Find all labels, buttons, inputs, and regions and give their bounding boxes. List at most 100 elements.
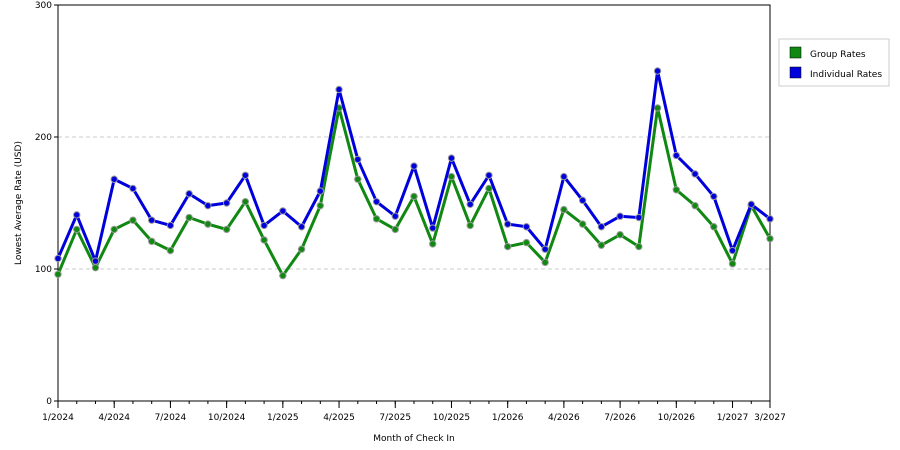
data-point-group-rates <box>410 192 418 201</box>
data-point-individual-rates <box>522 223 531 231</box>
data-point-group-rates <box>691 201 699 210</box>
x-tick-label: 10/2024 <box>208 413 246 423</box>
series-line-group-rates <box>56 106 772 278</box>
x-tick-label: 10/2025 <box>433 413 470 423</box>
data-point-group-rates <box>541 258 549 267</box>
legend-label-individual-rates: Individual Rates <box>810 70 882 80</box>
data-point-group-rates <box>653 104 662 112</box>
x-tick-label: 7/2026 <box>604 413 636 423</box>
x-tick-label: 3/2027 <box>754 413 786 423</box>
data-point-group-rates <box>616 230 624 239</box>
data-point-group-rates <box>354 175 362 183</box>
y-tick-label: 0 <box>46 397 52 407</box>
data-point-individual-rates <box>560 172 568 181</box>
data-point-group-rates <box>597 241 606 249</box>
data-point-individual-rates <box>616 212 624 220</box>
data-point-individual-rates <box>503 220 512 228</box>
data-point-individual-rates <box>710 192 718 201</box>
data-point-group-rates <box>73 225 81 234</box>
data-point-individual-rates <box>204 201 212 210</box>
data-point-individual-rates <box>466 200 474 209</box>
data-point-individual-rates <box>485 171 493 179</box>
data-point-individual-rates <box>316 187 325 195</box>
data-point-group-rates <box>241 197 250 206</box>
legend: Group Rates Individual Rates <box>778 38 890 87</box>
data-point-individual-rates <box>91 257 100 265</box>
y-tick-label: 300 <box>35 1 52 11</box>
x-tick-label: 1/2025 <box>267 413 299 423</box>
data-point-individual-rates <box>578 196 587 205</box>
data-point-individual-rates <box>166 221 175 230</box>
x-tick-label: 4/2026 <box>548 413 580 423</box>
data-point-group-rates <box>297 245 306 253</box>
legend-label-group-rates: Group Rates <box>810 50 866 60</box>
data-point-group-rates <box>147 237 156 245</box>
data-point-individual-rates <box>73 211 81 219</box>
data-point-individual-rates <box>766 215 774 223</box>
data-point-group-rates <box>372 215 381 223</box>
data-point-individual-rates <box>653 67 662 75</box>
data-point-group-rates <box>129 216 137 224</box>
data-point-individual-rates <box>110 175 118 183</box>
data-point-individual-rates <box>241 171 250 179</box>
series-group-rates <box>54 104 774 280</box>
y-axis-ticks: 0 100 200 300 <box>35 1 58 407</box>
data-point-group-rates <box>485 184 493 193</box>
legend-swatch-individual-rates <box>789 66 802 79</box>
data-point-group-rates <box>766 234 774 243</box>
x-tick-label: 4/2024 <box>98 413 130 423</box>
data-point-individual-rates <box>541 245 549 253</box>
data-point-individual-rates <box>597 223 606 231</box>
x-tick-label: 7/2024 <box>155 413 187 423</box>
x-tick-label: 7/2025 <box>379 413 411 423</box>
data-point-individual-rates <box>447 154 456 162</box>
y-tick-label: 100 <box>35 265 52 275</box>
x-tick-label: 4/2025 <box>323 413 355 423</box>
x-tick-label: 10/2026 <box>658 413 696 423</box>
data-point-group-rates <box>447 172 456 181</box>
x-tick-label: 1/2027 <box>717 413 749 423</box>
data-point-group-rates <box>185 213 193 222</box>
data-point-group-rates <box>316 201 325 210</box>
data-series <box>54 67 774 280</box>
data-point-group-rates <box>503 242 512 251</box>
data-point-group-rates <box>391 225 399 234</box>
data-point-group-rates <box>578 220 587 228</box>
x-axis-title: Month of Check In <box>373 434 455 444</box>
data-point-individual-rates <box>185 190 193 198</box>
data-point-individual-rates <box>147 216 156 224</box>
data-point-group-rates <box>204 220 212 228</box>
data-point-individual-rates <box>260 221 268 230</box>
legend-swatch-group-rates <box>789 46 802 59</box>
data-point-group-rates <box>466 221 474 230</box>
data-point-individual-rates <box>354 155 362 164</box>
data-point-individual-rates <box>747 200 755 209</box>
data-point-individual-rates <box>429 224 437 232</box>
data-point-individual-rates <box>297 223 306 231</box>
x-tick-label: 1/2026 <box>492 413 524 423</box>
data-point-individual-rates <box>54 254 62 263</box>
data-point-individual-rates <box>691 170 699 178</box>
data-point-individual-rates <box>372 197 381 206</box>
data-point-group-rates <box>279 271 287 280</box>
data-point-group-rates <box>672 186 681 194</box>
data-point-group-rates <box>260 236 268 244</box>
data-point-individual-rates <box>335 85 343 94</box>
data-point-group-rates <box>166 246 175 255</box>
y-axis-title: Lowest Average Rate (USD) <box>14 141 24 265</box>
x-axis-ticks: 1/2024 4/2024 7/2024 10/2024 1/2025 4/2025 7/2… <box>42 401 786 423</box>
data-point-group-rates <box>91 263 100 272</box>
x-tick-label: 1/2024 <box>42 413 74 423</box>
data-point-group-rates <box>54 270 62 278</box>
data-point-individual-rates <box>728 246 737 255</box>
data-point-individual-rates <box>410 162 418 170</box>
data-point-group-rates <box>110 225 118 234</box>
data-point-group-rates <box>522 238 531 247</box>
data-point-group-rates <box>222 225 231 234</box>
data-point-individual-rates <box>129 184 137 193</box>
data-point-group-rates <box>635 242 643 251</box>
data-point-group-rates <box>728 260 737 268</box>
y-tick-label: 200 <box>35 133 52 143</box>
data-point-individual-rates <box>222 199 231 207</box>
